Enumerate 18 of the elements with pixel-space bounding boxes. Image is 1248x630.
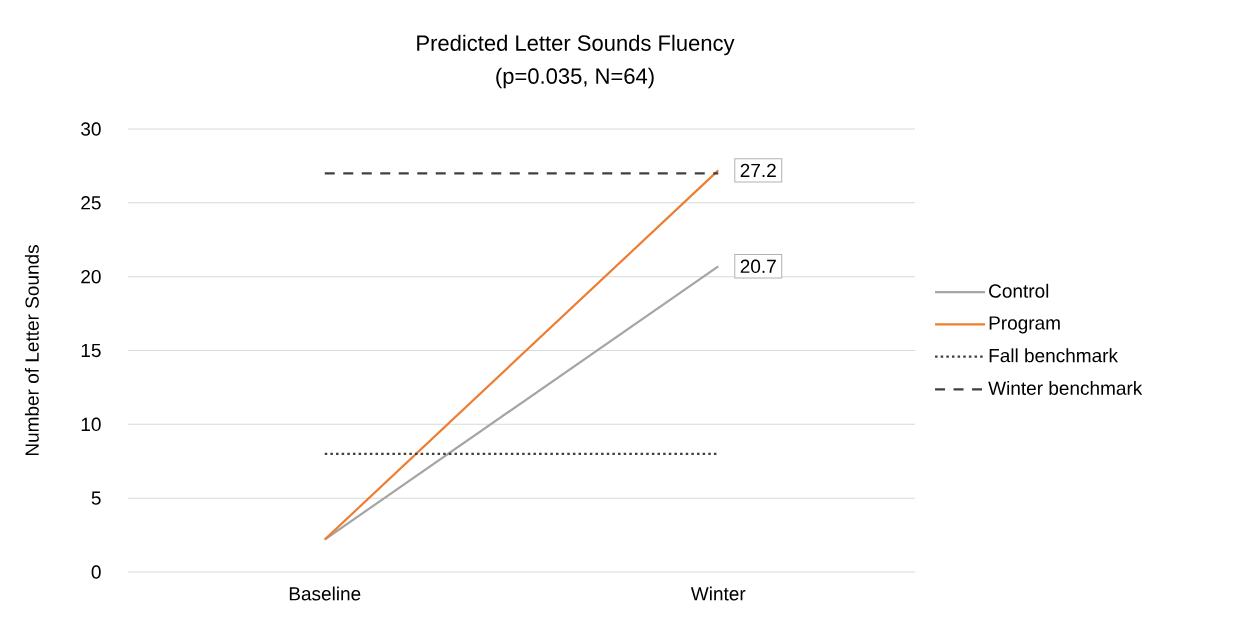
y-axis-title: Number of Letter Sounds xyxy=(24,245,39,456)
y-tick-label: 15 xyxy=(81,343,101,358)
y-tick-label: 10 xyxy=(81,417,101,432)
chart-subtitle: (p=0.035, N=64) xyxy=(496,67,654,89)
chart-title: Predicted Letter Sounds Fluency xyxy=(417,34,735,56)
legend-label: Fall benchmark xyxy=(989,348,1119,363)
legend-label: Program xyxy=(989,316,1060,334)
y-tick-label: 25 xyxy=(81,196,101,210)
y-tick-label: 0 xyxy=(91,565,101,579)
legend-label: Control xyxy=(989,283,1049,298)
x-tick-label: Baseline xyxy=(289,586,361,601)
legend-label: Winter benchmark xyxy=(988,380,1143,395)
x-tick-label: Winter xyxy=(690,586,746,601)
data-label: 27.2 xyxy=(740,163,776,177)
data-label: 20.7 xyxy=(740,259,776,274)
y-tick-label: 20 xyxy=(81,269,101,284)
y-tick-label: 30 xyxy=(81,122,101,136)
y-tick-label: 5 xyxy=(91,491,101,505)
